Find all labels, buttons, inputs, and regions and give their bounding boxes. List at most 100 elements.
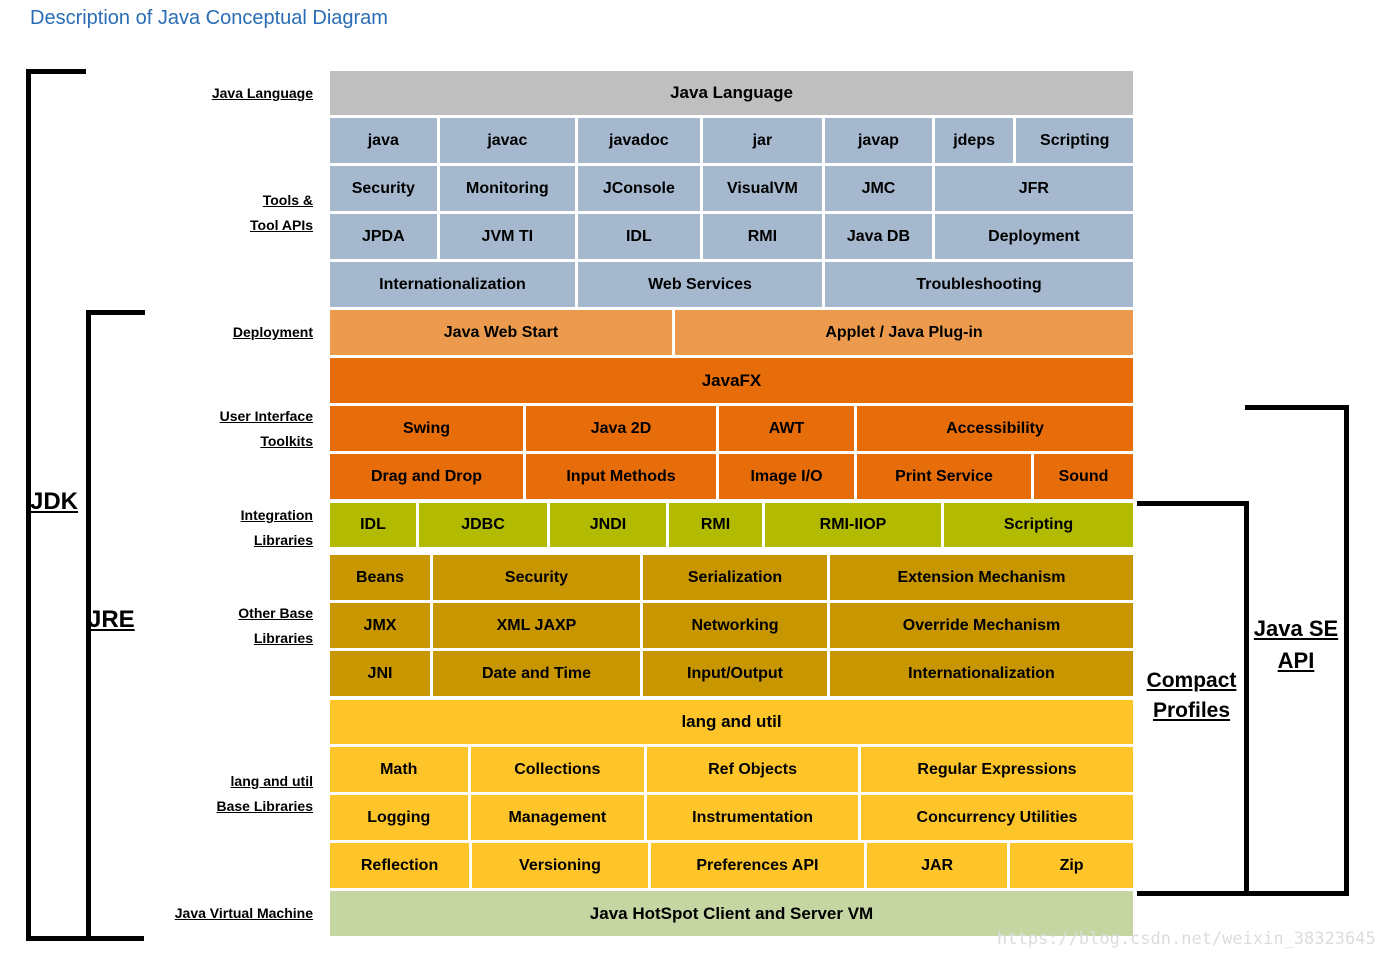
cell-jdbc: JDBC — [419, 503, 547, 547]
java-se-api-label: Java SE API — [1253, 616, 1339, 673]
cell-jar: JAR — [867, 843, 1008, 888]
cell-jmx: JMX — [330, 603, 430, 648]
cell-jar: jar — [702, 118, 823, 163]
cell-rmi: RMI — [702, 214, 823, 259]
jdk-label: JDK — [30, 488, 79, 515]
jre-bracket-top-arm — [86, 310, 145, 315]
other-base-row-2: JMX XML JAXP Networking Override Mechanism — [330, 603, 1133, 648]
cell-reflection: Reflection — [330, 843, 470, 888]
cell-logging: Logging — [330, 795, 468, 840]
cell-internationalization: Internationalization — [330, 262, 575, 307]
label-deployment: Deployment — [232, 324, 313, 340]
cell-security: Security — [433, 555, 640, 600]
cell-lang-and-util: lang and util — [330, 700, 1133, 744]
label-other-base-libraries: Other Base Libraries — [238, 605, 313, 646]
ui-toolkits-row-2: Drag and Drop Input Methods Image I/O Print… — [330, 454, 1133, 499]
cell-security: Security — [330, 166, 437, 211]
cell-swing: Swing — [330, 406, 523, 451]
cell-print-service: Print Service — [857, 454, 1031, 499]
jdk-bracket-top-arm — [26, 69, 86, 74]
cell-rmi: RMI — [669, 503, 762, 547]
compact-profiles-bracket-top-arm — [1137, 501, 1249, 506]
cell-java: java — [330, 118, 437, 163]
cell-jdeps: jdeps — [934, 118, 1014, 163]
cell-concurrency-utilities: Concurrency Utilities — [860, 795, 1133, 840]
cell-math: Math — [330, 747, 468, 792]
cell-idl: IDL — [578, 214, 700, 259]
cell-rmi-iiop: RMI-IIOP — [765, 503, 941, 547]
jre-label: JRE — [88, 606, 135, 633]
cell-applet-java-plug-in: Applet / Java Plug-in — [675, 310, 1133, 355]
tools-row-1: java javac javadoc jar javap jdeps Scripting — [330, 118, 1133, 163]
label-tools-tool-apis: Tools & Tool APIs — [250, 192, 313, 233]
compact-profiles-label: Compact Profiles — [1146, 669, 1237, 722]
cell-management: Management — [470, 795, 645, 840]
cell-jni: JNI — [330, 651, 430, 696]
lang-util-row-2: Logging Management Instrumentation Concurre… — [330, 795, 1133, 840]
component-grid: Java Language java javac javadoc jar javap jde… — [330, 71, 1133, 936]
cell-drag-and-drop: Drag and Drop — [330, 454, 523, 499]
cell-jconsole: JConsole — [578, 166, 700, 211]
cell-sound: Sound — [1034, 454, 1133, 499]
label-integration-libraries: Integration Libraries — [240, 507, 313, 548]
cell-java-db: Java DB — [825, 214, 932, 259]
page-title: Description of Java Conceptual Diagram — [30, 7, 388, 29]
cell-image-i-o: Image I/O — [719, 454, 854, 499]
cell-jndi: JNDI — [550, 503, 666, 547]
cell-java-2d: Java 2D — [526, 406, 716, 451]
cell-override-mechanism: Override Mechanism — [830, 603, 1133, 648]
tools-row-3: JPDA JVM TI IDL RMI Java DB Deployment — [330, 214, 1133, 259]
lang-util-banner: lang and util — [330, 700, 1133, 744]
cell-accessibility: Accessibility — [857, 406, 1133, 451]
cell-javap: javap — [825, 118, 932, 163]
cell-monitoring: Monitoring — [439, 166, 576, 211]
cell-troubleshooting: Troubleshooting — [825, 262, 1133, 307]
cell-date-and-time: Date and Time — [433, 651, 640, 696]
cell-scripting: Scripting — [1016, 118, 1133, 163]
lang-util-row-1: Math Collections Ref Objects Regular Expres… — [330, 747, 1133, 792]
tools-row-4: Internationalization Web Services Troubles… — [330, 262, 1133, 307]
cell-input-methods: Input Methods — [526, 454, 716, 499]
cell-internationalization: Internationalization — [830, 651, 1133, 696]
ui-toolkits-row-1: Swing Java 2D AWT Accessibility — [330, 406, 1133, 451]
deployment-row: Java Web Start Applet / Java Plug-in — [330, 310, 1133, 355]
cell-beans: Beans — [330, 555, 430, 600]
cell-ref-objects: Ref Objects — [647, 747, 858, 792]
other-base-row-1: Beans Security Serialization Extension Mech… — [330, 555, 1133, 600]
cell-java-hotspot-client-and-server-vm: Java HotSpot Client and Server VM — [330, 891, 1133, 936]
cell-input-output: Input/Output — [643, 651, 827, 696]
cell-jpda: JPDA — [330, 214, 437, 259]
java-se-api-bracket-vertical-line — [1344, 405, 1349, 896]
cell-networking: Networking — [643, 603, 827, 648]
cell-versioning: Versioning — [472, 843, 648, 888]
cell-jmc: JMC — [825, 166, 932, 211]
label-java-virtual-machine: Java Virtual Machine — [174, 905, 313, 921]
cell-java-language: Java Language — [330, 71, 1133, 115]
jdk-bracket-vertical-line — [26, 69, 31, 941]
cell-javac: javac — [439, 118, 576, 163]
cell-idl: IDL — [330, 503, 416, 547]
cell-zip: Zip — [1010, 843, 1133, 888]
cell-awt: AWT — [719, 406, 854, 451]
jvm-row: Java HotSpot Client and Server VM — [330, 891, 1133, 936]
cell-javafx: JavaFX — [330, 358, 1133, 403]
cell-web-services: Web Services — [578, 262, 822, 307]
other-base-row-3: JNI Date and Time Input/Output Internationa… — [330, 651, 1133, 696]
javafx-banner: JavaFX — [330, 358, 1133, 403]
compact-profiles-bracket-bottom-arm — [1137, 891, 1249, 896]
cell-serialization: Serialization — [643, 555, 827, 600]
cell-javadoc: javadoc — [578, 118, 700, 163]
cell-java-web-start: Java Web Start — [330, 310, 672, 355]
java-language-header: Java Language — [330, 71, 1133, 115]
watermark-text: https://blog.csdn.net/weixin_38323645 — [997, 929, 1376, 949]
label-java-language: Java Language — [211, 85, 313, 101]
jre-bracket-vertical-line — [86, 310, 91, 941]
cell-preferences-api: Preferences API — [650, 843, 865, 888]
java-se-api-bracket-top-arm — [1245, 405, 1349, 410]
cell-regular-expressions: Regular Expressions — [860, 747, 1133, 792]
java-se-api-bracket-bottom-arm — [1245, 891, 1349, 896]
cell-jfr: JFR — [934, 166, 1133, 211]
jdk-jre-bracket-bottom-arm — [26, 936, 144, 941]
